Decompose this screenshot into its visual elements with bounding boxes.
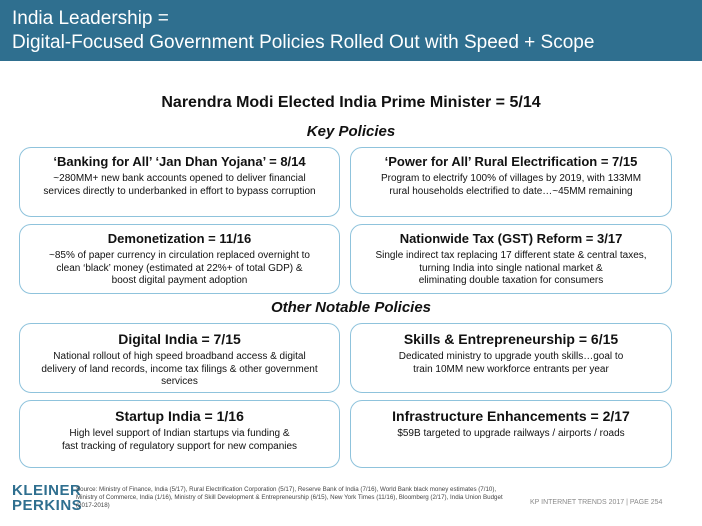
- header-title-line-1: India Leadership =: [12, 8, 169, 29]
- other-policies-heading: Other Notable Policies: [270, 299, 432, 316]
- card-description: $59B targeted to upgrade railways / airp…: [359, 428, 663, 441]
- card-line: $59B targeted to upgrade railways / airp…: [397, 428, 625, 439]
- card-line: eliminating double taxation for consumer…: [418, 275, 604, 286]
- card-description: ~85% of paper currency in circulation re…: [28, 250, 331, 288]
- policy-card-electrification: ‘Power for All’ Rural Electrification = …: [350, 147, 672, 217]
- card-line: rural households electrified to date…~45…: [389, 185, 633, 197]
- header-banner: India Leadership = Digital-Focused Gover…: [0, 0, 702, 61]
- card-line: boost digital payment adoption: [111, 275, 248, 286]
- card-line: clean ‘black’ money (estimated at 22%+ o…: [56, 262, 303, 274]
- card-line: Dedicated ministry to upgrade youth skil…: [398, 351, 624, 362]
- card-line: National rollout of high speed broadband…: [53, 351, 306, 362]
- kleiner-perkins-logo: KLEINER PERKINS: [12, 483, 82, 513]
- key-policies-heading: Key Policies: [306, 123, 396, 140]
- card-line: turning India into single national marke…: [419, 262, 603, 274]
- card-description: Program to electrify 100% of villages by…: [359, 173, 663, 198]
- header-title-line-2: Digital-Focused Government Policies Roll…: [12, 32, 595, 53]
- policy-card-infrastructure: Infrastructure Enhancements = 2/17 $59B …: [350, 400, 672, 468]
- card-description: High level support of Indian startups vi…: [28, 428, 331, 453]
- card-line: ~280MM+ new bank accounts opened to deli…: [53, 173, 306, 184]
- logo-line: PERKINS: [12, 497, 83, 514]
- card-line: train 10MM new workforce entrants per ye…: [413, 363, 609, 375]
- policy-card-banking: ‘Banking for All’ ‘Jan Dhan Yojana’ = 8/…: [19, 147, 340, 217]
- card-title: Infrastructure Enhancements = 2/17: [392, 408, 630, 424]
- card-line: delivery of land records, income tax fil…: [41, 363, 318, 375]
- policy-card-startup-india: Startup India = 1/16 High level support …: [19, 400, 340, 468]
- card-title: Startup India = 1/16: [115, 408, 244, 424]
- policy-card-skills: Skills & Entrepreneurship = 6/15 Dedicat…: [350, 323, 672, 393]
- card-line: services: [161, 376, 198, 387]
- card-title: Nationwide Tax (GST) Reform = 3/17: [399, 231, 623, 246]
- main-title: Narendra Modi Elected India Prime Minist…: [161, 94, 541, 111]
- card-title: Digital India = 7/15: [118, 331, 241, 347]
- card-line: Program to electrify 100% of villages by…: [380, 173, 642, 184]
- source-citation: Source: Ministry of Finance, India (5/17…: [76, 486, 503, 509]
- policy-card-digital-india: Digital India = 7/15 National rollout of…: [19, 323, 340, 393]
- page-number: KP INTERNET TRENDS 2017 | PAGE 254: [530, 499, 663, 506]
- policy-card-demonetization: Demonetization = 11/16 ~85% of paper cur…: [19, 224, 340, 294]
- card-description: Single indirect tax replacing 17 differe…: [359, 250, 663, 288]
- policy-card-gst: Nationwide Tax (GST) Reform = 3/17 Singl…: [350, 224, 672, 294]
- card-title: Demonetization = 11/16: [107, 231, 252, 246]
- card-description: National rollout of high speed broadband…: [28, 351, 331, 389]
- card-title: ‘Banking for All’ ‘Jan Dhan Yojana’ = 8/…: [53, 154, 306, 169]
- card-line: High level support of Indian startups vi…: [69, 428, 290, 439]
- logo-line: KLEINER: [12, 482, 82, 499]
- card-title: Skills & Entrepreneurship = 6/15: [403, 331, 619, 347]
- card-line: ~85% of paper currency in circulation re…: [49, 250, 310, 261]
- card-line: services directly to underbanked in effo…: [43, 185, 316, 197]
- card-line: fast tracking of regulatory support for …: [61, 440, 298, 452]
- card-description: Dedicated ministry to upgrade youth skil…: [359, 351, 663, 376]
- card-line: Single indirect tax replacing 17 differe…: [375, 250, 647, 261]
- card-description: ~280MM+ new bank accounts opened to deli…: [28, 173, 331, 198]
- card-title: ‘Power for All’ Rural Electrification = …: [384, 154, 638, 169]
